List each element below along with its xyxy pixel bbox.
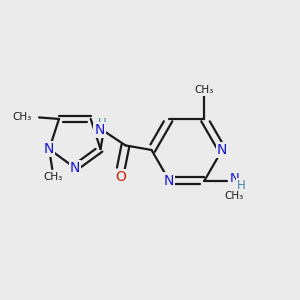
Text: N: N	[229, 172, 239, 184]
Text: N: N	[44, 142, 54, 156]
Text: CH₃: CH₃	[195, 85, 214, 95]
Text: H: H	[98, 117, 107, 130]
Text: CH₃: CH₃	[12, 112, 32, 122]
Text: N: N	[70, 161, 80, 175]
Text: O: O	[116, 170, 126, 184]
Text: N: N	[217, 143, 227, 157]
Text: CH₃: CH₃	[43, 172, 62, 182]
Text: N: N	[164, 173, 174, 188]
Text: H: H	[237, 178, 246, 192]
Text: N: N	[94, 123, 105, 137]
Text: CH₃: CH₃	[225, 191, 244, 201]
